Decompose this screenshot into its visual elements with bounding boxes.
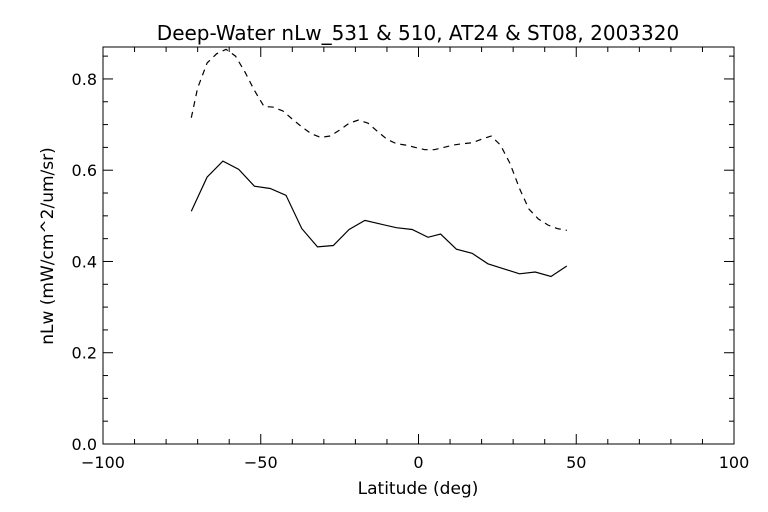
x-tick-label: −50	[244, 453, 278, 472]
x-tick-label: 0	[413, 453, 423, 472]
chart-title: Deep-Water nLw_531 & 510, AT24 & ST08, 2…	[157, 21, 679, 45]
series-line-solid	[190, 160, 568, 278]
tick-labels: −100 −50 0 50 100 0.0 0.2 0.4 0.6 0.8	[72, 70, 750, 472]
y-axis-label: nLw (mW/cm^2/um/sr)	[38, 147, 58, 345]
y-tick-label: 0.4	[72, 252, 97, 271]
x-tick-label: −100	[81, 453, 125, 472]
axis-ticks	[102, 47, 735, 445]
series-line-dashed	[190, 48, 567, 231]
x-tick-label: 50	[566, 453, 586, 472]
x-tick-label: 100	[719, 453, 750, 472]
plot-frame	[102, 46, 735, 445]
y-tick-label: 0.8	[72, 70, 97, 89]
y-tick-label: 0.6	[72, 161, 97, 180]
y-tick-label: 0.2	[72, 344, 97, 363]
series-group	[190, 48, 568, 278]
y-tick-label: 0.0	[72, 435, 97, 454]
x-axis-label: Latitude (deg)	[358, 479, 479, 499]
